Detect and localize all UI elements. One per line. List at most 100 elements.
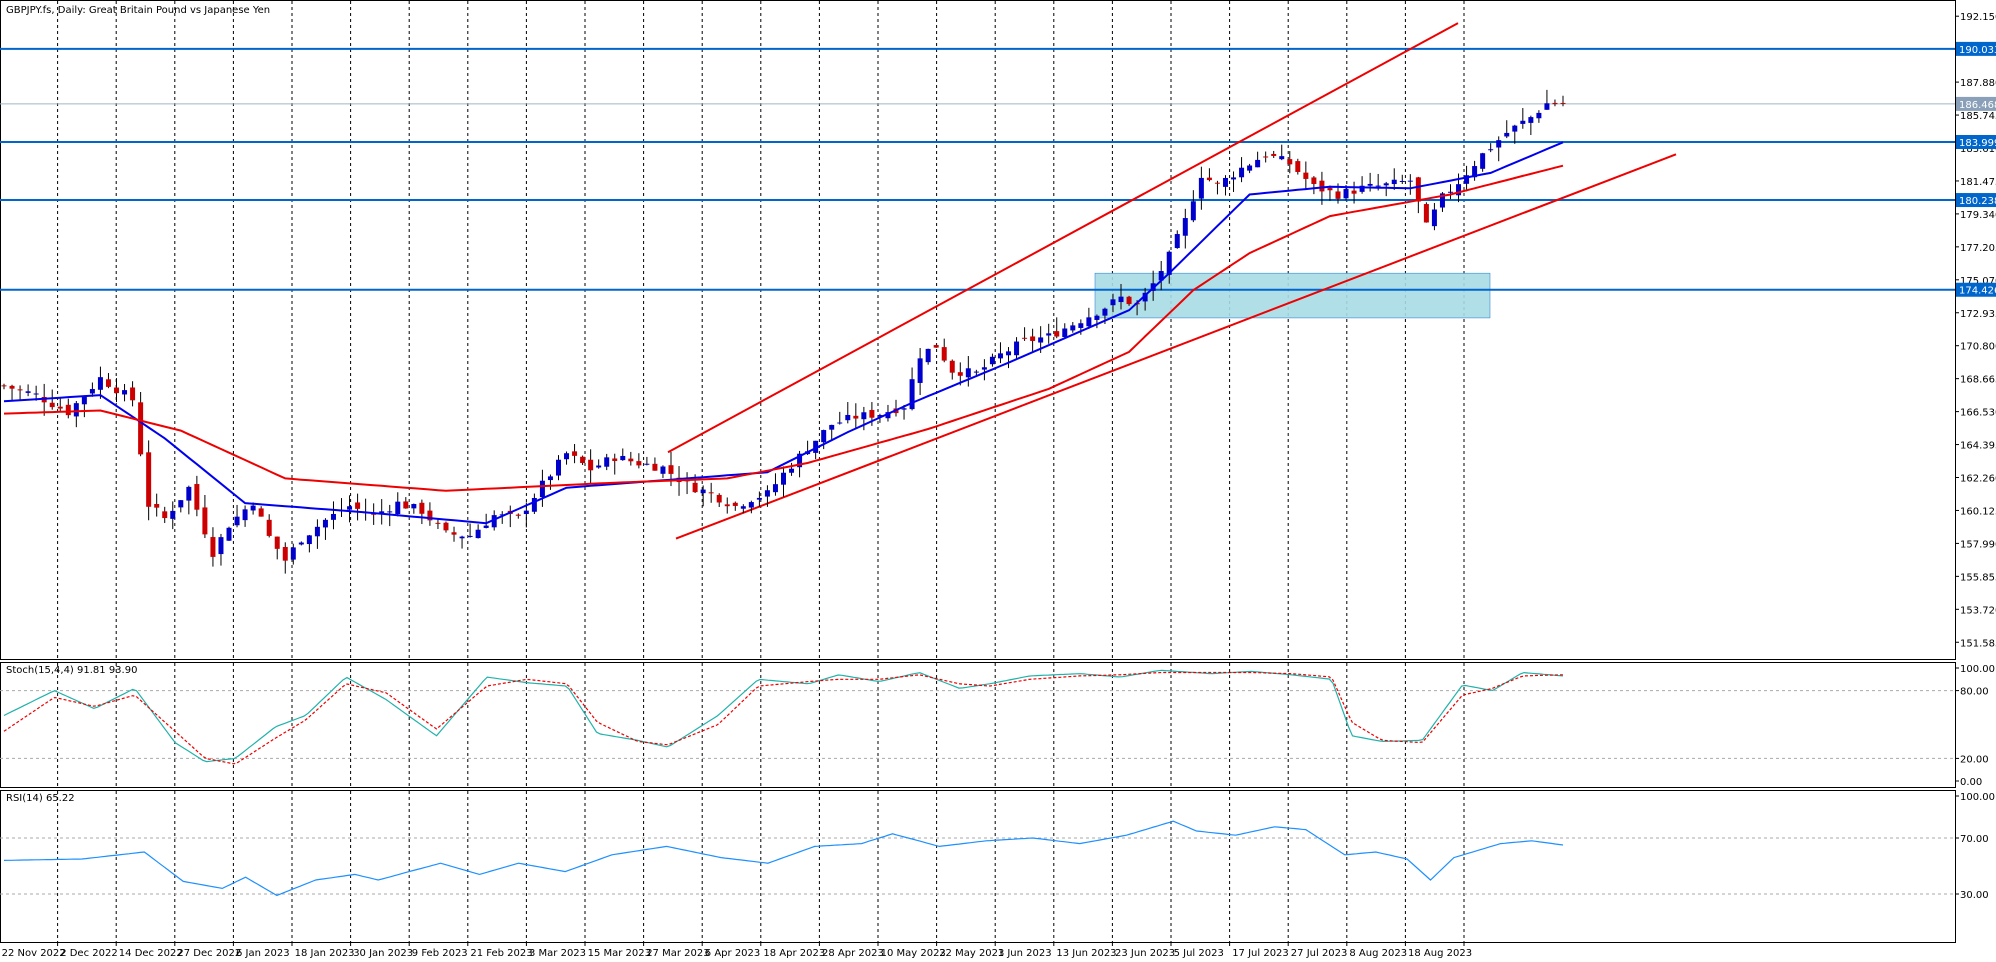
rsi-pane-frame bbox=[0, 790, 1956, 943]
x-tick-label: 2 Dec 2022 bbox=[60, 948, 118, 958]
bearish-candle bbox=[194, 484, 200, 510]
bullish-candle bbox=[989, 356, 995, 365]
bearish-candle bbox=[210, 537, 216, 557]
bearish-candle bbox=[1335, 191, 1341, 199]
y-tick-label: 172.935 bbox=[1960, 309, 1996, 320]
bearish-candle bbox=[1054, 331, 1060, 337]
x-tick-label: 27 Dec 2022 bbox=[177, 948, 241, 958]
bearish-candle bbox=[1552, 102, 1558, 105]
x-tick-label: 18 Apr 2023 bbox=[763, 948, 825, 958]
price-label-box bbox=[1956, 96, 1996, 111]
bearish-candle bbox=[692, 482, 698, 493]
bullish-candle bbox=[298, 542, 304, 545]
x-tick-label: 9 Feb 2023 bbox=[412, 948, 468, 958]
bearish-candle bbox=[258, 508, 264, 517]
bullish-candle bbox=[1046, 333, 1052, 336]
bullish-candle bbox=[1407, 180, 1413, 182]
bearish-candle bbox=[1351, 190, 1357, 194]
bullish-candle bbox=[330, 513, 336, 520]
bullish-candle bbox=[789, 468, 795, 473]
y-tick-label: 192.150 bbox=[1960, 12, 1996, 23]
stoch-y-tick-label: 0.00 bbox=[1960, 777, 1982, 788]
bearish-candle bbox=[957, 372, 963, 376]
bullish-candle bbox=[861, 412, 867, 420]
price-label-text: 183.999 bbox=[1959, 138, 1996, 149]
bullish-candle bbox=[242, 509, 248, 521]
bullish-candle bbox=[1504, 132, 1510, 137]
y-tick-label: 151.585 bbox=[1960, 638, 1996, 649]
y-tick-label: 187.880 bbox=[1960, 78, 1996, 89]
bullish-candle bbox=[1102, 308, 1108, 316]
bearish-candle bbox=[1287, 159, 1293, 165]
bullish-candle bbox=[1255, 159, 1261, 168]
bullish-candle bbox=[411, 504, 417, 509]
bearish-candle bbox=[154, 504, 160, 508]
bullish-candle bbox=[1383, 183, 1389, 186]
bearish-candle bbox=[933, 345, 939, 348]
channel-lower-trendline bbox=[675, 153, 1677, 540]
bearish-candle bbox=[1263, 156, 1269, 158]
x-tick-label: 23 Jun 2023 bbox=[1115, 948, 1175, 958]
bullish-candle bbox=[596, 465, 602, 468]
bearish-candle bbox=[628, 458, 634, 462]
bullish-candle bbox=[531, 497, 537, 512]
bullish-candle bbox=[122, 390, 128, 395]
bearish-candle bbox=[1, 385, 7, 387]
bullish-candle bbox=[1472, 166, 1478, 178]
bullish-candle bbox=[186, 486, 192, 501]
bullish-candle bbox=[491, 515, 497, 528]
bullish-candle bbox=[1038, 337, 1044, 343]
bearish-candle bbox=[708, 492, 714, 494]
x-tick-label: 15 Mar 2023 bbox=[588, 948, 651, 958]
moving-average-slow-line bbox=[3, 164, 1564, 492]
bullish-candle bbox=[314, 526, 320, 537]
support-zone bbox=[1094, 272, 1491, 319]
bullish-candle bbox=[1014, 341, 1020, 356]
bearish-candle bbox=[130, 387, 136, 401]
bearish-candle bbox=[146, 452, 152, 507]
bullish-candle bbox=[523, 510, 529, 515]
bullish-candle bbox=[170, 510, 176, 519]
bearish-candle bbox=[427, 510, 433, 521]
bullish-candle bbox=[1239, 167, 1245, 178]
main-chart-title: GBPJPY.fs, Daily: Great Britain Pound vs… bbox=[6, 5, 270, 16]
bullish-candle bbox=[1174, 234, 1180, 249]
price-label-text: 186.468 bbox=[1959, 100, 1996, 111]
x-tick-label: 18 Aug 2023 bbox=[1408, 948, 1472, 958]
bearish-candle bbox=[1327, 188, 1333, 191]
bullish-candle bbox=[901, 408, 907, 410]
bearish-candle bbox=[580, 456, 586, 464]
bearish-candle bbox=[1319, 180, 1325, 192]
bearish-candle bbox=[724, 504, 730, 507]
bullish-candle bbox=[644, 463, 650, 465]
bullish-candle bbox=[772, 484, 778, 493]
stoch-y-tick-label: 80.00 bbox=[1960, 687, 1989, 698]
bullish-candle bbox=[1431, 209, 1437, 227]
bullish-candle bbox=[290, 547, 296, 560]
y-tick-label: 175.070 bbox=[1960, 276, 1996, 287]
x-tick-label: 18 Jan 2023 bbox=[295, 948, 355, 958]
bullish-candle bbox=[218, 537, 224, 555]
stoch-indicator-title: Stoch(15,4,4) 91.81 93.90 bbox=[6, 665, 137, 676]
x-tick-label: 27 Jul 2023 bbox=[1291, 948, 1348, 958]
bullish-candle bbox=[33, 393, 39, 395]
bullish-candle bbox=[1456, 184, 1462, 196]
x-tick-label: 13 Jun 2023 bbox=[1056, 948, 1116, 958]
rsi-y-tick-label: 100.00 bbox=[1960, 792, 1995, 803]
bearish-candle bbox=[1022, 337, 1028, 339]
bearish-candle bbox=[435, 522, 441, 524]
bullish-candle bbox=[877, 415, 883, 417]
bullish-candle bbox=[1488, 149, 1494, 151]
bearish-candle bbox=[1206, 177, 1212, 181]
bullish-candle bbox=[555, 459, 561, 476]
bullish-candle bbox=[97, 377, 103, 390]
bearish-candle bbox=[274, 536, 280, 549]
bullish-candle bbox=[925, 348, 931, 363]
bullish-candle bbox=[178, 500, 184, 508]
main-pane-frame bbox=[0, 0, 1956, 660]
bearish-candle bbox=[403, 501, 409, 509]
y-tick-label: 179.340 bbox=[1960, 210, 1996, 221]
bullish-candle bbox=[395, 501, 401, 515]
bullish-candle bbox=[1094, 315, 1100, 320]
bullish-candle bbox=[909, 379, 915, 410]
